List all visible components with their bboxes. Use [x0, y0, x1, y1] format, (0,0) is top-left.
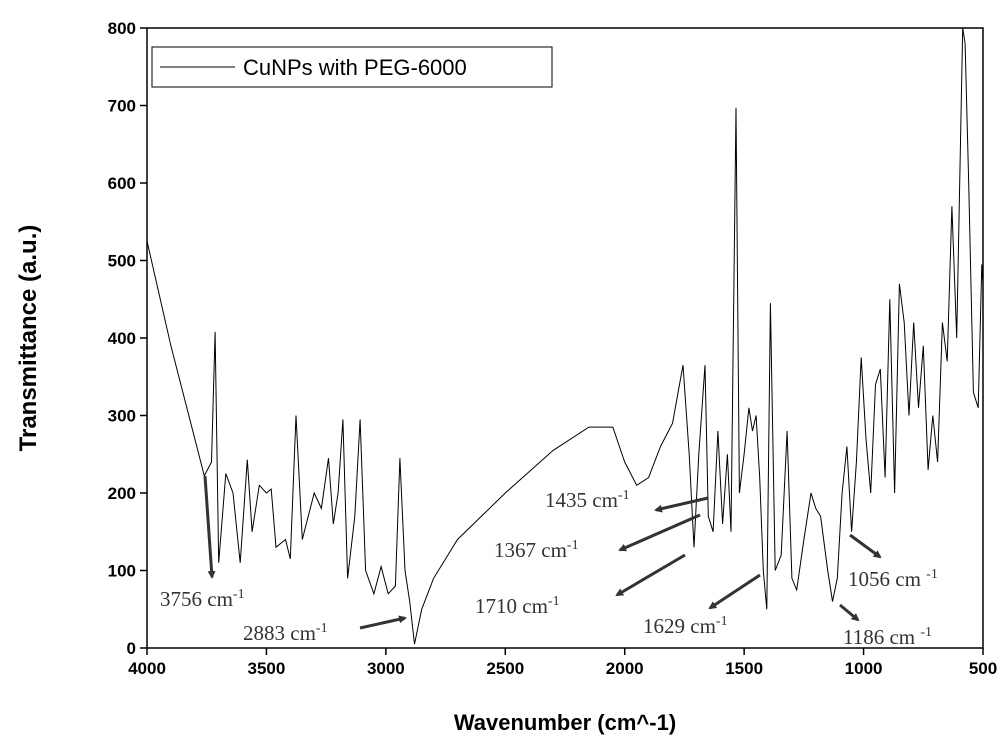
legend-label: CuNPs with PEG-6000	[243, 55, 467, 80]
annotation-arrow	[654, 496, 709, 513]
y-tick-label: 400	[108, 329, 136, 348]
annotation-label: 3756 cm	[160, 587, 233, 611]
y-tick-label: 600	[108, 174, 136, 193]
annotation: 1435 cm-1	[545, 488, 630, 512]
annotation-sup: -1	[548, 594, 560, 609]
annotation-sup: -1	[567, 538, 579, 553]
annotation-arrow	[839, 603, 860, 622]
spectrum-line	[146, 27, 984, 645]
annotation-arrow	[618, 513, 701, 552]
y-tick-label: 100	[108, 562, 136, 581]
x-tick-label: 3000	[367, 659, 405, 678]
annotation: 3756 cm-1	[160, 587, 245, 611]
annotation-sup: -1	[716, 614, 728, 629]
x-axis-label: Wavenumber (cm^-1)	[454, 710, 676, 735]
x-tick-label: 2000	[606, 659, 644, 678]
annotation-label: 2883 cm	[243, 621, 316, 645]
y-tick-label: 200	[108, 484, 136, 503]
annotation-sup: -1	[233, 587, 245, 602]
annotation-label: 1435 cm	[545, 488, 618, 512]
annotation-arrow	[708, 573, 761, 610]
x-tick-label: 1500	[725, 659, 763, 678]
annotation-sup: -1	[926, 567, 938, 582]
y-tick-label: 500	[108, 252, 136, 271]
y-tick-label: 300	[108, 407, 136, 426]
annotation-label: 1056 cm	[848, 567, 926, 591]
annotation-label: 1710 cm	[475, 594, 548, 618]
annotation-label: 1367 cm	[494, 538, 567, 562]
y-tick-label: 0	[127, 639, 136, 658]
annotation-arrow	[615, 553, 686, 597]
annotation: 1186 cm -1	[843, 625, 932, 649]
annotation: 1367 cm-1	[494, 538, 579, 562]
x-tick-label: 4000	[128, 659, 166, 678]
annotation: 1710 cm-1	[475, 594, 560, 618]
annotation-label: 1629 cm	[643, 614, 716, 638]
x-tick-label: 3500	[248, 659, 286, 678]
annotation-arrow	[203, 475, 216, 579]
y-tick-label: 800	[108, 19, 136, 38]
y-tick-label: 700	[108, 97, 136, 116]
annotation-arrow	[849, 533, 882, 559]
y-axis-label: Transmittance (a.u.)	[15, 225, 42, 452]
annotation-sup: -1	[920, 625, 932, 640]
annotation-sup: -1	[316, 621, 328, 636]
x-tick-label: 1000	[845, 659, 883, 678]
annotation-label: 1186 cm	[843, 625, 920, 649]
annotation-sup: -1	[618, 488, 630, 503]
annotation: 1056 cm -1	[848, 567, 938, 591]
annotation: 2883 cm-1	[243, 621, 328, 645]
x-tick-label: 500	[969, 659, 997, 678]
annotation: 1629 cm-1	[643, 614, 728, 638]
x-tick-label: 2500	[486, 659, 524, 678]
annotation-arrow	[359, 615, 407, 630]
